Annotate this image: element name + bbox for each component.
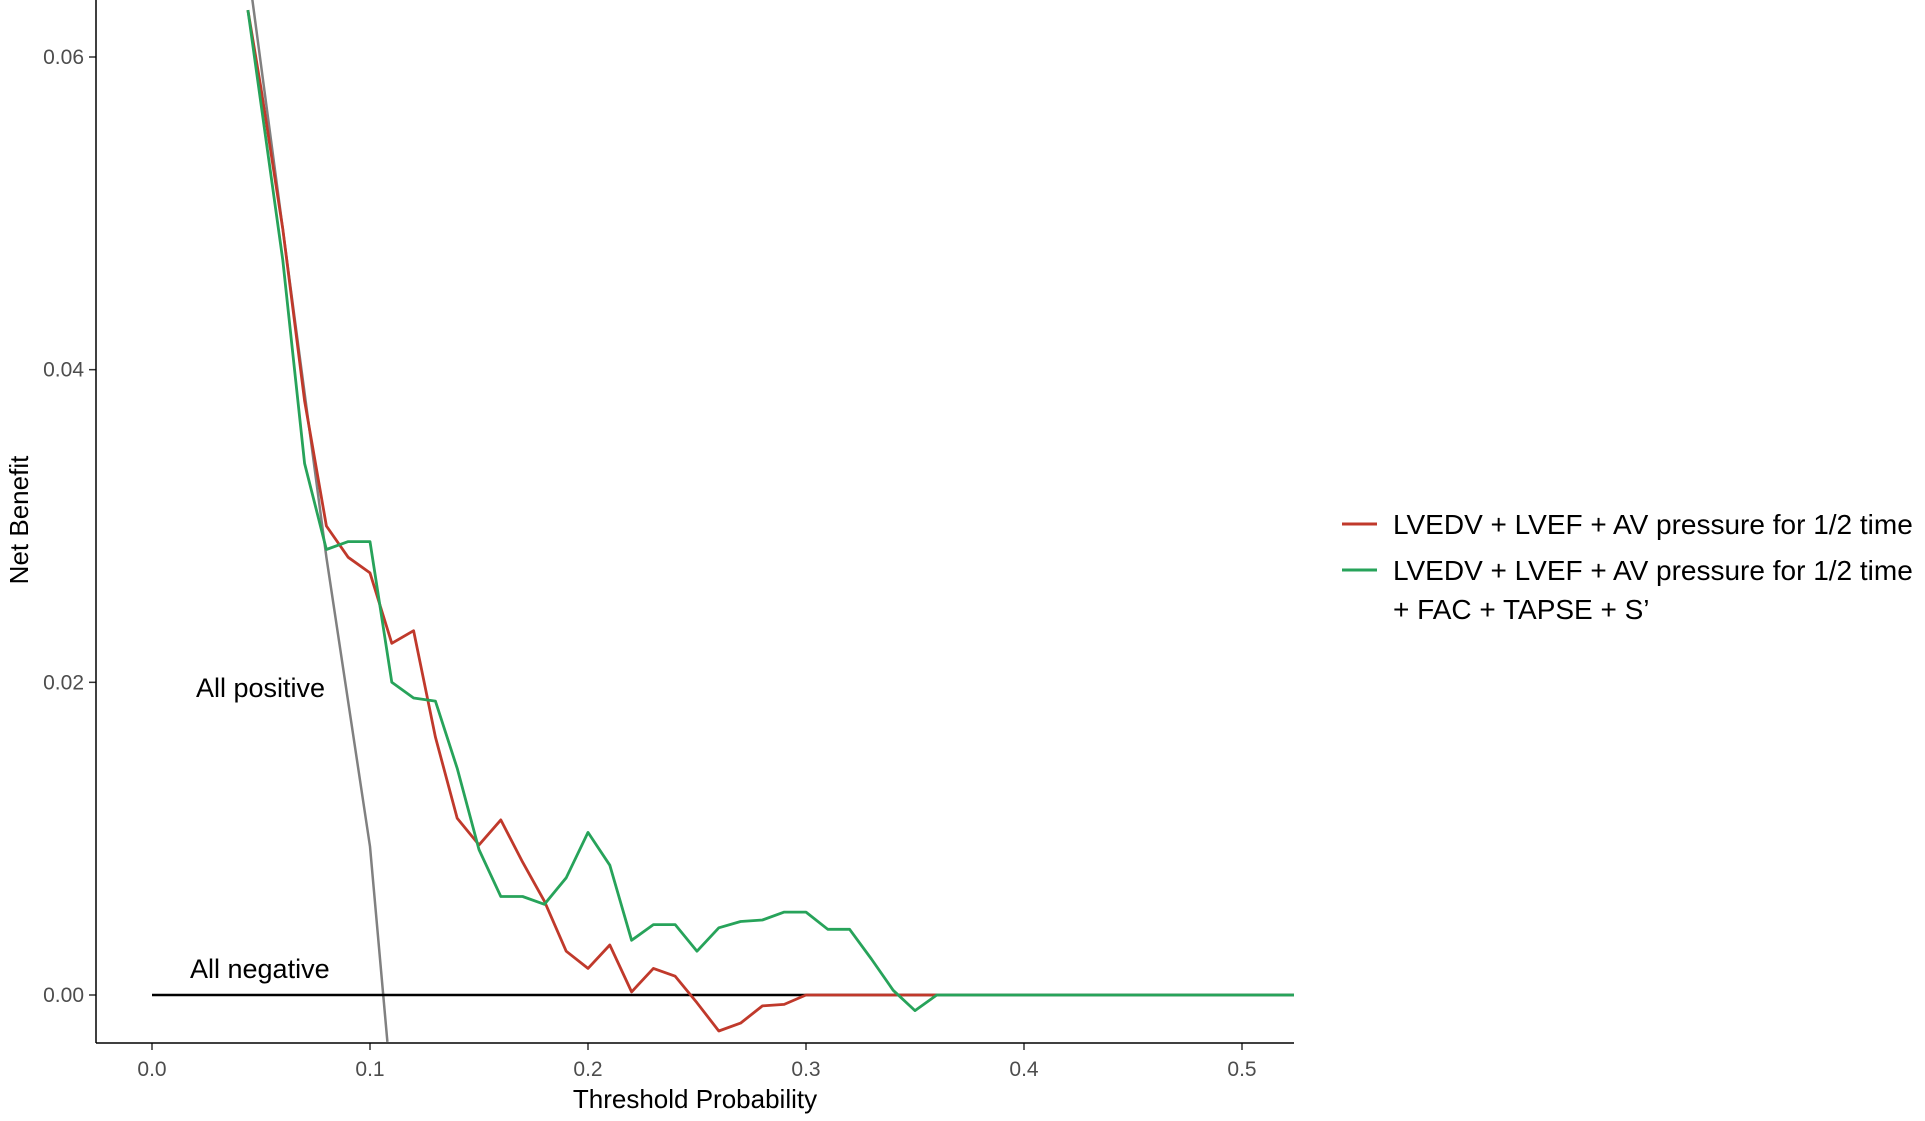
x-tick-label: 0.1 (355, 1058, 384, 1081)
x-tick-label: 0.4 (1009, 1058, 1039, 1081)
x-tick-label: 0.0 (137, 1058, 166, 1081)
y-tick-label: 0.06 (43, 46, 84, 69)
x-axis-title: Threshold Probability (573, 1084, 817, 1114)
y-axis-ticks: 0.00 0.02 0.04 0.06 (43, 46, 96, 1007)
legend-label-series-1: LVEDV + LVEF + AV pressure for 1/2 time (1393, 509, 1913, 540)
legend-label-series-2-line2: + FAC + TAPSE + S’ (1393, 594, 1650, 625)
legend-label-series-2: LVEDV + LVEF + AV pressure for 1/2 time (1393, 555, 1913, 586)
series-line-model (246, 9, 937, 1033)
x-axis-ticks: 0.0 0.1 0.2 0.3 0.4 0.5 (137, 1043, 1257, 1081)
plot-lines (152, 0, 1294, 1043)
y-tick-label: 0.00 (43, 984, 84, 1007)
legend: LVEDV + LVEF + AV pressure for 1/2 time … (1342, 509, 1913, 625)
x-tick-label: 0.2 (573, 1058, 602, 1081)
series-line-all-positive (251, 0, 389, 1043)
x-tick-label: 0.3 (791, 1058, 820, 1081)
y-tick-label: 0.04 (43, 359, 84, 382)
series-line-model-plus-rv (246, 9, 1294, 1012)
annotation-all-negative: All negative (190, 954, 330, 984)
y-axis-title: Net Benefit (4, 455, 34, 584)
annotation-all-positive: All positive (196, 673, 325, 703)
x-tick-label: 0.5 (1227, 1058, 1256, 1081)
y-tick-label: 0.02 (43, 671, 84, 694)
